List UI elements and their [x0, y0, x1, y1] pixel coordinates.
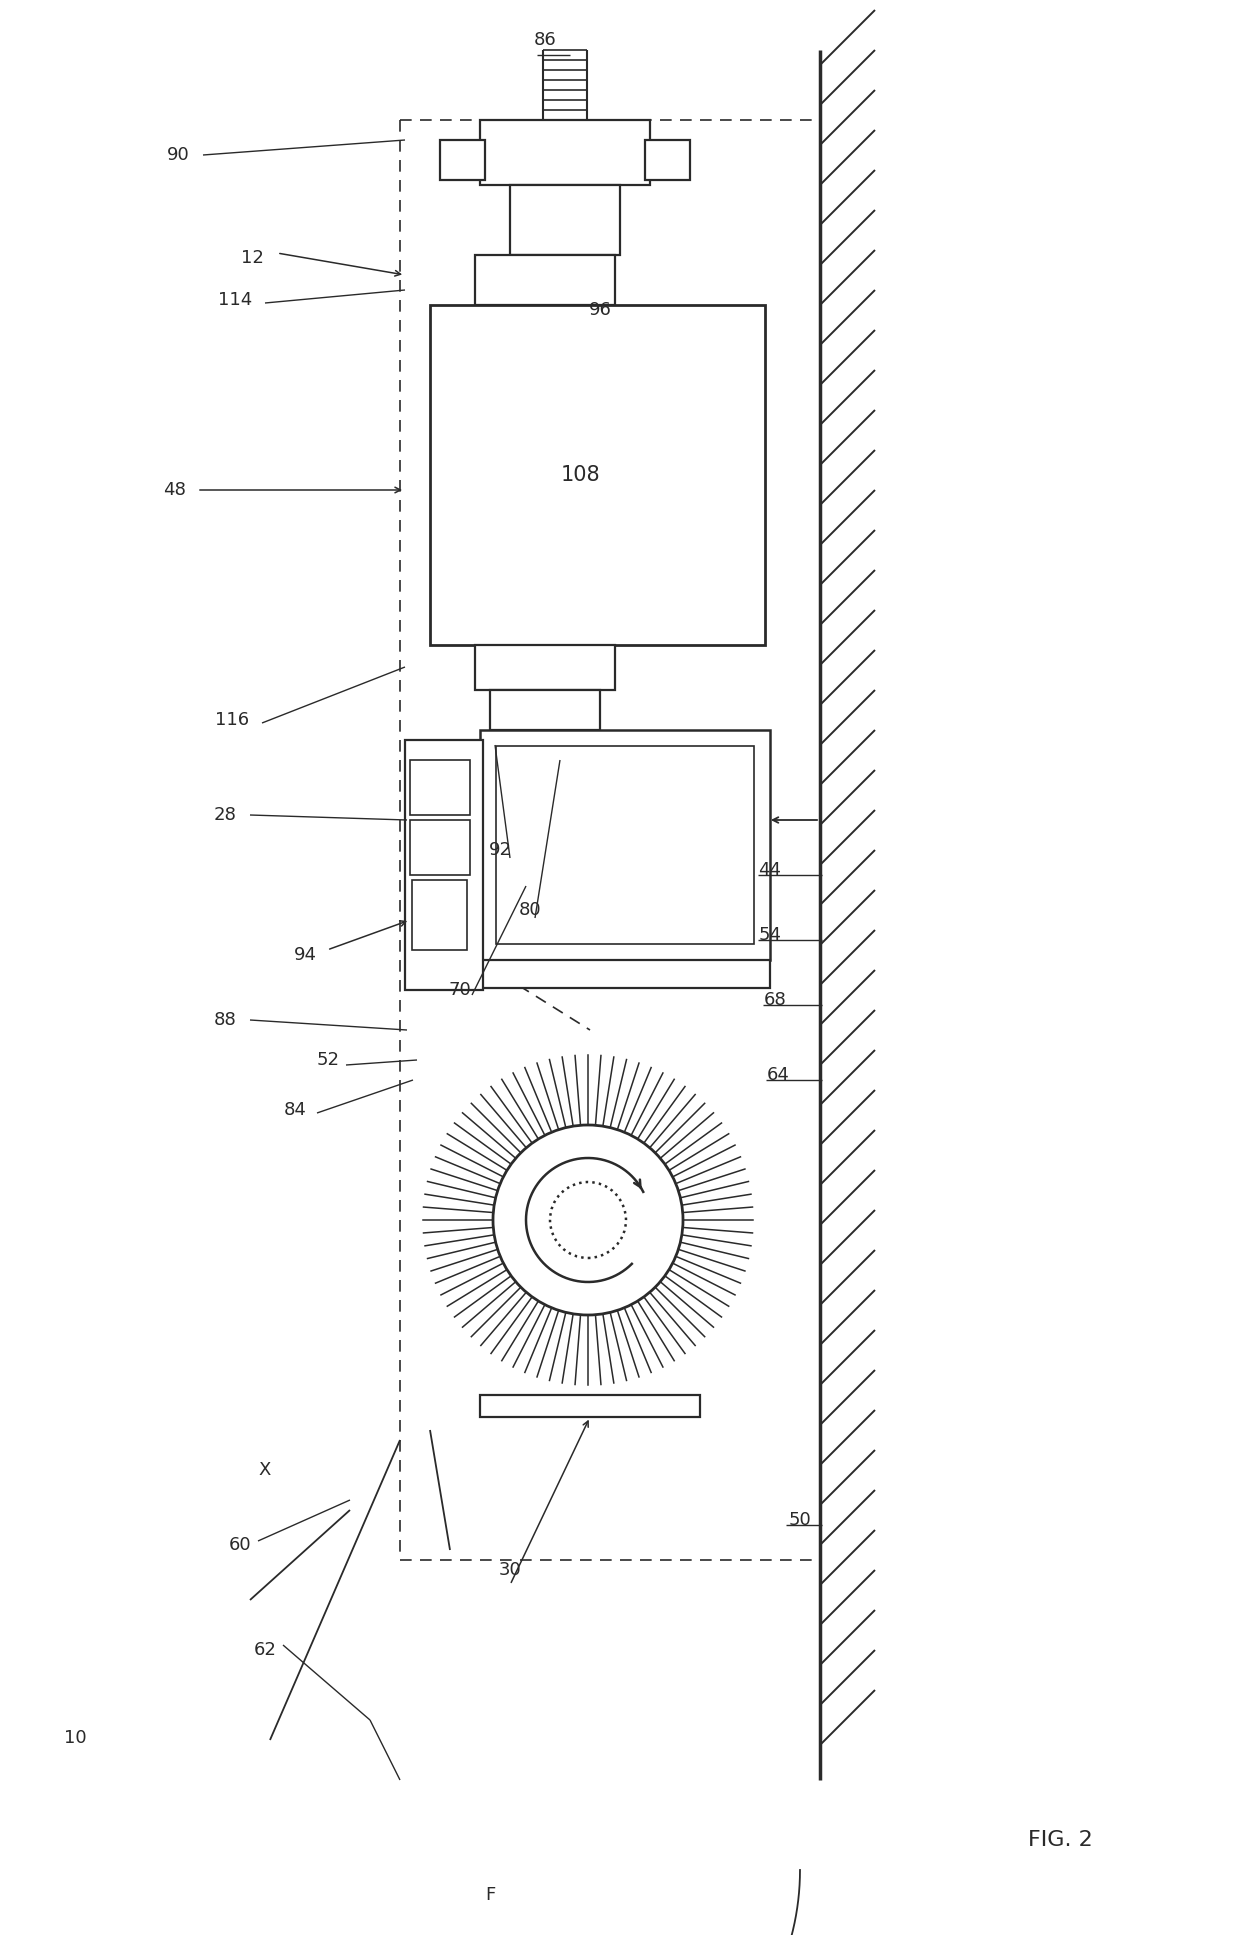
Bar: [440, 139, 485, 180]
Bar: [475, 644, 615, 691]
Text: F: F: [485, 1887, 495, 1904]
Text: 48: 48: [164, 482, 186, 499]
Text: 12: 12: [241, 250, 263, 267]
Text: 88: 88: [213, 1010, 237, 1029]
Text: 84: 84: [284, 1101, 306, 1118]
Bar: [480, 1395, 701, 1416]
Text: 10: 10: [63, 1730, 87, 1747]
Text: 96: 96: [589, 302, 611, 319]
Bar: [405, 739, 484, 991]
Text: FIG. 2: FIG. 2: [1028, 1831, 1092, 1850]
Bar: [480, 729, 770, 960]
Text: X: X: [259, 1461, 272, 1478]
Bar: [430, 306, 765, 644]
Text: 60: 60: [228, 1536, 252, 1554]
Text: 54: 54: [759, 927, 781, 944]
Circle shape: [494, 1124, 683, 1316]
Text: 80: 80: [518, 902, 542, 919]
Text: 50: 50: [789, 1511, 811, 1529]
Text: 52: 52: [316, 1051, 340, 1068]
Text: 28: 28: [213, 807, 237, 824]
Text: R: R: [564, 1188, 575, 1207]
Text: 94: 94: [294, 946, 316, 964]
Text: 90: 90: [166, 145, 190, 164]
Bar: [475, 255, 615, 306]
Bar: [496, 747, 754, 944]
Text: 108: 108: [560, 464, 600, 486]
Text: 70: 70: [449, 981, 471, 998]
Text: 68: 68: [764, 991, 786, 1008]
Text: 86: 86: [533, 31, 557, 48]
Circle shape: [551, 1182, 626, 1258]
Bar: [490, 691, 600, 729]
Bar: [480, 120, 650, 186]
Bar: [510, 186, 620, 255]
Text: 92: 92: [489, 842, 511, 859]
Text: 114: 114: [218, 290, 252, 310]
Bar: [412, 880, 467, 950]
Text: 62: 62: [253, 1641, 277, 1658]
Text: 30: 30: [498, 1562, 521, 1579]
Text: 116: 116: [215, 710, 249, 729]
Bar: [410, 820, 470, 875]
Bar: [410, 760, 470, 815]
Text: 44: 44: [759, 861, 781, 878]
Bar: [645, 139, 689, 180]
Bar: [477, 960, 770, 989]
Text: 64: 64: [766, 1066, 790, 1084]
